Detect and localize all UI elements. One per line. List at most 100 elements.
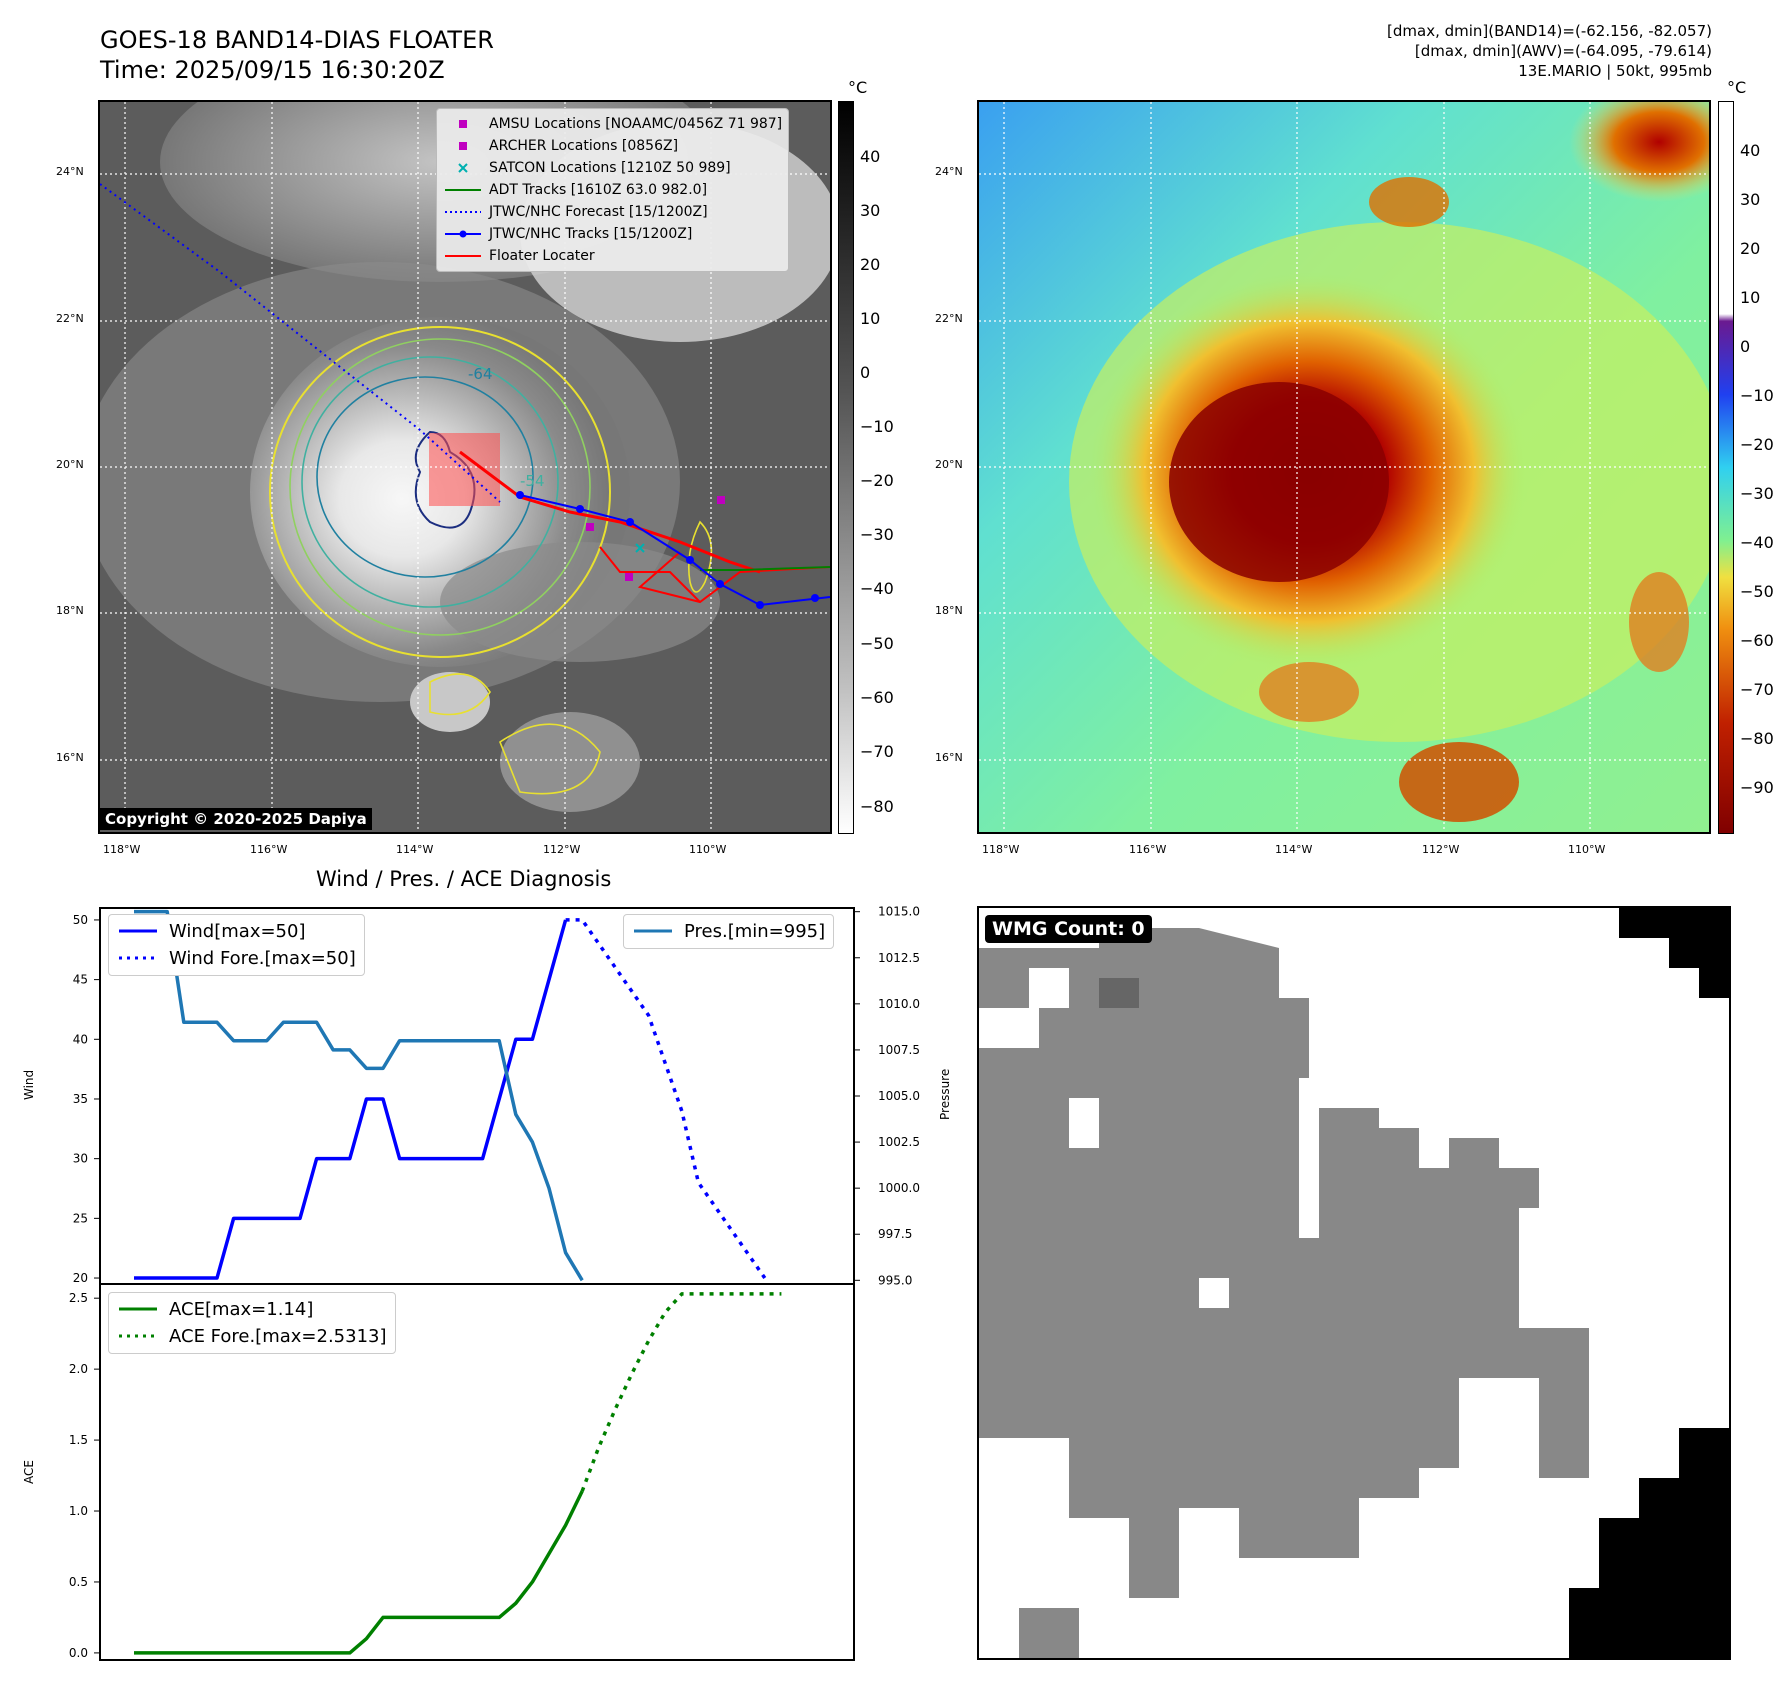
line-marker-icon (443, 245, 483, 267)
line-marker-icon (443, 179, 483, 201)
legend-item-pressure: Pres.[min=995] (632, 918, 825, 945)
y-tick-label: 1010.0 (878, 997, 920, 1011)
cb-tick: −50 (860, 634, 894, 653)
lon-label: 116°W (1129, 843, 1167, 856)
cb-tick: −80 (1740, 729, 1774, 748)
lat-label: 16°N (935, 751, 963, 764)
wmg-image (979, 908, 1729, 1658)
x-marker-icon (443, 157, 483, 179)
pressure-line (134, 909, 584, 1282)
y-tick-label: 995.0 (878, 1273, 912, 1287)
dotted-line-icon (443, 201, 483, 223)
cb-tick: −60 (860, 688, 894, 707)
y-tick-label: 1005.0 (878, 1089, 920, 1103)
legend-item-archer: ARCHER Locations [0856Z] (443, 135, 782, 157)
cb-tick: 30 (860, 201, 881, 220)
dotted-line-icon (117, 1323, 159, 1350)
cb-tick: 20 (1740, 239, 1761, 258)
ace-axis-label: ACE (22, 1460, 36, 1484)
diagnosis-title: Wind / Pres. / ACE Diagnosis (316, 867, 612, 891)
line-marker-icon (117, 1296, 159, 1323)
cb-tick: −50 (1740, 582, 1774, 601)
y-tick-label: 25 (73, 1211, 88, 1225)
wind-legend: Wind[max=50] Wind Fore.[max=50] (108, 914, 365, 976)
ace-legend: ACE[max=1.14] ACE Fore.[max=2.5313] (108, 1292, 396, 1354)
lon-label: 114°W (1275, 843, 1313, 856)
lon-label: 118°W (982, 843, 1020, 856)
cb-tick: −10 (860, 417, 894, 436)
copyright-badge: Copyright © 2020-2025 Dapiya (100, 808, 372, 830)
figure-time: Time: 2025/09/15 16:30:20Z (100, 56, 445, 84)
cb-tick: 40 (1740, 141, 1761, 160)
lon-label: 110°W (1568, 843, 1606, 856)
cb-tick: 20 (860, 255, 881, 274)
y-tick-label: 1012.5 (878, 951, 920, 965)
cb-tick: −70 (1740, 680, 1774, 699)
square-marker-icon (443, 135, 483, 157)
cb-tick: −90 (1740, 778, 1774, 797)
y-tick-label: 0.0 (69, 1646, 88, 1660)
ir-legend: AMSU Locations [NOAAMC/0456Z 71 987] ARC… (436, 108, 790, 272)
y-tick-label: 2.5 (69, 1291, 88, 1305)
lat-label: 24°N (935, 165, 963, 178)
diagnosis-chart: 50 45 40 35 30 25 20 1015.0 1012.5 1010.0 1007.5 10… (69, 905, 920, 1661)
lon-label: 118°W (103, 843, 141, 856)
cb-tick: −40 (860, 579, 894, 598)
ir-colorbar (838, 101, 854, 834)
line-dot-icon (443, 223, 483, 245)
line-marker-icon (117, 918, 159, 945)
wind-forecast-line (565, 918, 767, 1280)
y-tick-label: 2.0 (69, 1362, 88, 1376)
lat-label: 22°N (935, 312, 963, 325)
legend-item-floater: Floater Locater (443, 245, 782, 267)
cb-tick: −10 (1740, 386, 1774, 405)
cb-tick: −20 (1740, 435, 1774, 454)
figure-title: GOES-18 BAND14-DIAS FLOATER (100, 26, 494, 54)
awv-colorbar (1718, 101, 1734, 834)
lon-label: 114°W (396, 843, 434, 856)
y-tick-label: 20 (73, 1271, 88, 1285)
cb-tick: 10 (860, 309, 881, 328)
y-tick-label: 40 (73, 1032, 88, 1046)
ace-forecast-line (580, 1292, 782, 1492)
y-tick-label: 1000.0 (878, 1181, 920, 1195)
pressure-legend: Pres.[min=995] (623, 914, 835, 949)
y-tick-label: 45 (73, 973, 88, 987)
y-tick-label: 50 (73, 913, 88, 927)
contour-label: -54 (520, 472, 545, 490)
legend-item-ace-forecast: ACE Fore.[max=2.5313] (117, 1323, 387, 1350)
lat-label: 16°N (56, 751, 84, 764)
y-tick-label: 35 (73, 1092, 88, 1106)
y-tick-label: 1.0 (69, 1504, 88, 1518)
y-tick-label: 1015.0 (878, 905, 920, 919)
legend-item-ace: ACE[max=1.14] (117, 1296, 387, 1323)
cb-tick: −40 (1740, 533, 1774, 552)
cb-tick: 40 (860, 147, 881, 166)
storm-info: 13E.MARIO | 50kt, 995mb (1518, 62, 1712, 80)
legend-item-jtwc-tracks: JTWC/NHC Tracks [15/1200Z] (443, 223, 782, 245)
lat-label: 22°N (56, 312, 84, 325)
cb-tick: −30 (860, 525, 894, 544)
contour-label: -64 (468, 365, 493, 383)
cb-tick: −60 (1740, 631, 1774, 650)
legend-item-amsu: AMSU Locations [NOAAMC/0456Z 71 987] (443, 113, 782, 135)
lat-label: 24°N (56, 165, 84, 178)
wmg-count-badge: WMG Count: 0 (985, 915, 1152, 943)
y-tick-label: 1002.5 (878, 1135, 920, 1149)
lon-label: 116°W (250, 843, 288, 856)
awv-range: [dmax, dmin](AWV)=(-64.095, -79.614) (1414, 42, 1712, 60)
cb-tick: −70 (860, 742, 894, 761)
wind-axis-label: Wind (22, 1069, 36, 1100)
dotted-line-icon (117, 945, 159, 972)
legend-item-adt: ADT Tracks [1610Z 63.0 982.0] (443, 179, 782, 201)
lat-label: 20°N (56, 458, 84, 471)
cb-tick: 30 (1740, 190, 1761, 209)
awv-map-panel (977, 100, 1711, 834)
pressure-axis-label: Pressure (938, 1068, 952, 1120)
cb-tick: −80 (860, 797, 894, 816)
y-tick-label: 0.5 (69, 1575, 88, 1589)
legend-item-satcon: SATCON Locations [1210Z 50 989] (443, 157, 782, 179)
lon-label: 112°W (543, 843, 581, 856)
wmg-panel (977, 906, 1731, 1660)
cb-tick: −30 (1740, 484, 1774, 503)
